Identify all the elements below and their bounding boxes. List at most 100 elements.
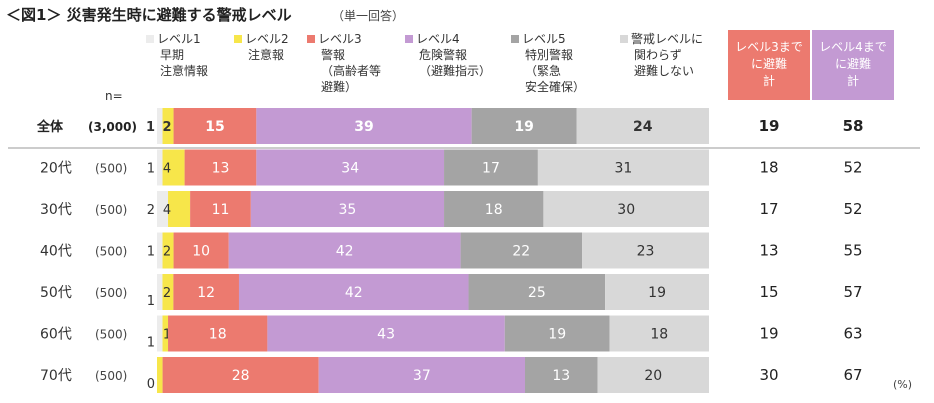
bar-segment [250,191,445,227]
legend-swatch-6 [620,35,628,43]
legend-label-5: 安全確保） [525,79,585,94]
bar-segment [162,232,174,269]
legend-label-4: レベル4 [416,32,460,46]
category-label: 全体 [36,119,64,135]
category-label: 40代 [40,244,72,260]
bar-value-label: 19 [648,285,666,301]
bar-value-label: 42 [345,285,363,301]
bar-value-label: 4 [163,162,171,177]
legend-label-6: 関わらず [634,48,682,62]
n-label: n= [105,89,123,103]
cumulative-header-1: レベル3まで [735,40,803,54]
cumulative-value-2: 58 [843,117,864,135]
bar-value-label: 2 [147,203,155,218]
legend-label-5: （緊急 [525,63,561,78]
cumulative-header-2: に避難 [835,56,871,71]
bar-value-label: 34 [341,161,359,177]
bar-value-label: 28 [232,368,250,384]
cumulative-value-2: 57 [843,283,862,301]
bar-segment [471,108,577,144]
legend-label-1: レベル1 [157,32,201,46]
cumulative-value-1: 18 [759,159,778,177]
bar-segment [460,232,583,269]
bar-value-label: 25 [528,285,546,301]
legend-swatch-5 [511,35,519,43]
cumulative-header-1: 計 [763,73,775,88]
bar-segment [168,191,191,227]
bar-value-label: 35 [339,202,357,218]
bar-value-label: 2 [163,245,171,260]
bar-segment [157,149,163,186]
cumulative-value-2: 63 [843,325,862,343]
legend-label-5: 特別警報 [525,47,573,62]
bar-segment [609,315,709,352]
bar-segment [228,232,461,269]
bar-segment [543,191,709,227]
bar-value-label: 18 [485,202,503,218]
category-n: (3,000) [88,120,137,134]
bar-segment [267,315,505,352]
category-label: 30代 [40,202,72,218]
bar-segment [157,357,163,393]
category-label: 50代 [40,285,72,301]
bar-segment [162,108,174,144]
cumulative-value-1: 19 [759,117,780,135]
category-n: (500) [95,245,127,259]
legend-swatch-3 [307,35,315,43]
chart-title: ＜図1＞ 災害発生時に避難する警戒レベル [6,6,292,24]
category-n: (500) [95,203,127,217]
bar-segment [576,108,709,144]
cumulative-value-2: 55 [843,242,862,260]
legend-label-2: レベル2 [245,32,289,46]
bar-value-label: 31 [615,161,633,177]
bar-value-label: 24 [633,119,653,135]
bar-value-label: 18 [209,327,227,343]
bar-value-label: 1 [147,245,155,260]
bar-value-label: 10 [192,244,210,260]
bar-value-label: 23 [637,244,655,260]
bar-segment [504,315,610,352]
bar-value-label: 43 [377,327,395,343]
cumulative-value-1: 30 [759,366,778,384]
bar-segment [525,357,598,393]
legend-label-6: 警戒レベルに [631,31,703,46]
category-n: (500) [95,328,127,342]
legend-label-5: レベル5 [522,32,566,46]
chart-subtitle: （単一回答） [332,8,404,23]
bar-segment [238,274,469,310]
bar-segment [468,274,606,310]
legend-label-3: 警報 [321,47,345,62]
bar-segment [157,315,163,352]
category-label: 20代 [40,161,72,177]
unit-label: (%) [893,378,912,391]
bar-segment [157,191,169,227]
bar-value-label: 13 [212,161,230,177]
bar-value-label: 1 [147,294,155,309]
bar-value-label: 12 [197,285,215,301]
category-n: (500) [95,369,127,383]
bar-value-label: 1 [163,328,171,343]
legend-swatch-2 [234,35,242,43]
bar-segment [537,149,709,186]
bar-segment [582,232,709,269]
bar-segment [157,108,163,144]
bar-segment [157,232,163,269]
cumulative-header-1: に避難 [751,56,787,71]
category-label: 60代 [40,327,72,343]
bar-value-label: 15 [205,119,224,135]
bar-segment [597,357,709,393]
bar-value-label: 18 [650,327,668,343]
legend-label-4: 危険警報 [419,47,467,62]
bar-segment [444,149,538,186]
cumulative-value-2: 52 [843,159,862,177]
bar-segment [184,149,257,186]
bar-value-label: 1 [146,120,155,135]
cumulative-value-1: 15 [759,283,778,301]
cumulative-header-2: レベル4まで [819,40,887,54]
bar-value-label: 1 [147,336,155,351]
legend-label-4: （避難指示） [419,63,491,78]
cumulative-value-1: 13 [759,242,778,260]
category-n: (500) [95,162,127,176]
bar-segment [162,149,185,186]
bar-segment [173,232,229,269]
